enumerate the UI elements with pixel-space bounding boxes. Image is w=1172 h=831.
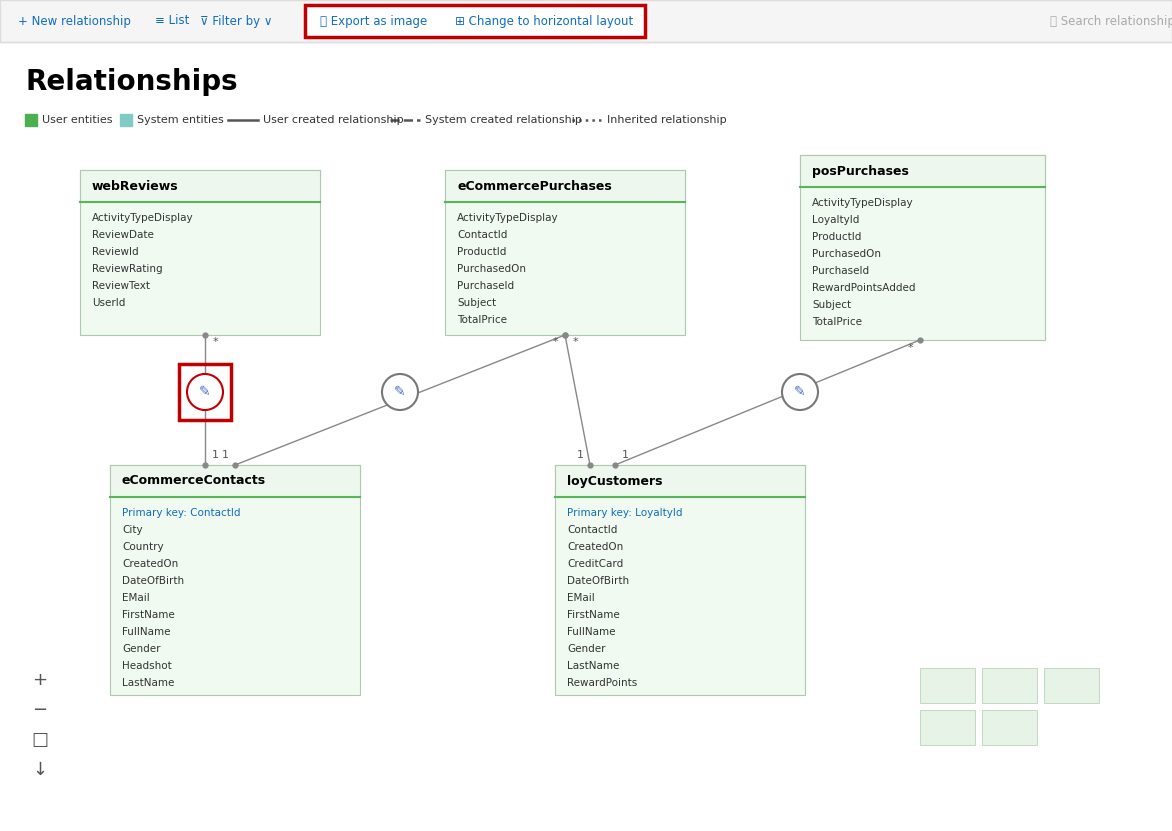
Ellipse shape bbox=[782, 374, 818, 410]
Text: ⬜ Export as image: ⬜ Export as image bbox=[320, 14, 428, 27]
Text: 1: 1 bbox=[577, 450, 584, 460]
FancyBboxPatch shape bbox=[1044, 668, 1099, 703]
Text: webReviews: webReviews bbox=[91, 179, 178, 193]
Text: EMail: EMail bbox=[567, 593, 594, 603]
Text: ActivityTypeDisplay: ActivityTypeDisplay bbox=[457, 213, 559, 223]
Text: *: * bbox=[907, 343, 913, 353]
Ellipse shape bbox=[188, 374, 223, 410]
Text: □: □ bbox=[32, 731, 48, 749]
FancyBboxPatch shape bbox=[0, 0, 1172, 42]
FancyBboxPatch shape bbox=[920, 710, 975, 745]
Text: 1: 1 bbox=[621, 450, 628, 460]
FancyBboxPatch shape bbox=[305, 5, 645, 37]
Text: TotalPrice: TotalPrice bbox=[812, 317, 861, 327]
Text: LastName: LastName bbox=[567, 661, 619, 671]
FancyBboxPatch shape bbox=[445, 170, 684, 202]
FancyBboxPatch shape bbox=[800, 155, 1045, 187]
Text: Primary key: LoyaltyId: Primary key: LoyaltyId bbox=[567, 508, 682, 518]
FancyBboxPatch shape bbox=[556, 465, 805, 695]
Text: *: * bbox=[552, 337, 558, 347]
Text: ActivityTypeDisplay: ActivityTypeDisplay bbox=[812, 198, 914, 208]
FancyBboxPatch shape bbox=[110, 465, 360, 497]
Text: 1: 1 bbox=[222, 450, 229, 460]
FancyBboxPatch shape bbox=[120, 114, 132, 126]
Text: ProductId: ProductId bbox=[457, 247, 506, 257]
Text: FirstName: FirstName bbox=[567, 610, 620, 620]
Text: PurchasedOn: PurchasedOn bbox=[457, 264, 526, 274]
Text: DateOfBirth: DateOfBirth bbox=[122, 576, 184, 586]
Text: User entities: User entities bbox=[42, 115, 113, 125]
Text: CreditCard: CreditCard bbox=[567, 559, 624, 569]
FancyBboxPatch shape bbox=[556, 465, 805, 497]
FancyBboxPatch shape bbox=[110, 465, 360, 695]
Text: 🔍 Search relationships: 🔍 Search relationships bbox=[1050, 14, 1172, 27]
Text: Gender: Gender bbox=[567, 644, 606, 654]
Text: Subject: Subject bbox=[812, 300, 851, 310]
Text: City: City bbox=[122, 525, 143, 535]
FancyBboxPatch shape bbox=[982, 668, 1037, 703]
Text: FullName: FullName bbox=[122, 627, 170, 637]
FancyBboxPatch shape bbox=[80, 170, 320, 202]
Text: + New relationship: + New relationship bbox=[18, 14, 131, 27]
Text: System entities: System entities bbox=[137, 115, 224, 125]
Text: DateOfBirth: DateOfBirth bbox=[567, 576, 629, 586]
FancyBboxPatch shape bbox=[982, 710, 1037, 745]
Text: −: − bbox=[33, 701, 48, 719]
Text: *: * bbox=[212, 337, 218, 347]
Text: 1: 1 bbox=[211, 450, 218, 460]
Text: Relationships: Relationships bbox=[25, 68, 238, 96]
Text: ContactId: ContactId bbox=[457, 230, 507, 240]
Text: LoyaltyId: LoyaltyId bbox=[812, 215, 859, 225]
Text: PurchasedOn: PurchasedOn bbox=[812, 249, 881, 259]
Text: Gender: Gender bbox=[122, 644, 161, 654]
Ellipse shape bbox=[382, 374, 418, 410]
FancyBboxPatch shape bbox=[920, 668, 975, 703]
Text: System created relationship: System created relationship bbox=[425, 115, 581, 125]
Text: CreatedOn: CreatedOn bbox=[567, 542, 624, 552]
Text: CreatedOn: CreatedOn bbox=[122, 559, 178, 569]
Text: TotalPrice: TotalPrice bbox=[457, 315, 507, 325]
FancyBboxPatch shape bbox=[80, 170, 320, 335]
FancyBboxPatch shape bbox=[445, 170, 684, 335]
Text: FullName: FullName bbox=[567, 627, 615, 637]
Text: FirstName: FirstName bbox=[122, 610, 175, 620]
Text: loyCustomers: loyCustomers bbox=[567, 475, 662, 488]
Text: ↓: ↓ bbox=[33, 761, 48, 779]
Text: Primary key: ContactId: Primary key: ContactId bbox=[122, 508, 240, 518]
Text: eCommercePurchases: eCommercePurchases bbox=[457, 179, 612, 193]
Text: ProductId: ProductId bbox=[812, 232, 861, 242]
Text: eCommerceContacts: eCommerceContacts bbox=[122, 475, 266, 488]
Text: PurchaseId: PurchaseId bbox=[457, 281, 515, 291]
Text: RewardPoints: RewardPoints bbox=[567, 678, 638, 688]
Text: Country: Country bbox=[122, 542, 164, 552]
FancyBboxPatch shape bbox=[25, 114, 38, 126]
Text: ActivityTypeDisplay: ActivityTypeDisplay bbox=[91, 213, 193, 223]
Text: ContactId: ContactId bbox=[567, 525, 618, 535]
FancyBboxPatch shape bbox=[800, 155, 1045, 340]
Text: ReviewDate: ReviewDate bbox=[91, 230, 154, 240]
Text: ⊞ Change to horizontal layout: ⊞ Change to horizontal layout bbox=[455, 14, 633, 27]
Text: +: + bbox=[33, 671, 48, 689]
Text: ReviewId: ReviewId bbox=[91, 247, 138, 257]
Text: EMail: EMail bbox=[122, 593, 150, 603]
Text: Headshot: Headshot bbox=[122, 661, 172, 671]
Text: ReviewRating: ReviewRating bbox=[91, 264, 163, 274]
Text: User created relationship: User created relationship bbox=[263, 115, 403, 125]
Text: *: * bbox=[572, 337, 578, 347]
Text: RewardPointsAdded: RewardPointsAdded bbox=[812, 283, 915, 293]
Text: Subject: Subject bbox=[457, 298, 496, 308]
Text: Inherited relationship: Inherited relationship bbox=[607, 115, 727, 125]
Text: ✎: ✎ bbox=[394, 385, 406, 399]
Text: LastName: LastName bbox=[122, 678, 175, 688]
Text: PurchaseId: PurchaseId bbox=[812, 266, 870, 276]
Text: ≡ List: ≡ List bbox=[155, 14, 190, 27]
Text: ✎: ✎ bbox=[795, 385, 806, 399]
Text: ⊽ Filter by ∨: ⊽ Filter by ∨ bbox=[200, 14, 273, 27]
Text: ✎: ✎ bbox=[199, 385, 211, 399]
Text: posPurchases: posPurchases bbox=[812, 165, 908, 178]
Text: UserId: UserId bbox=[91, 298, 125, 308]
Text: ReviewText: ReviewText bbox=[91, 281, 150, 291]
